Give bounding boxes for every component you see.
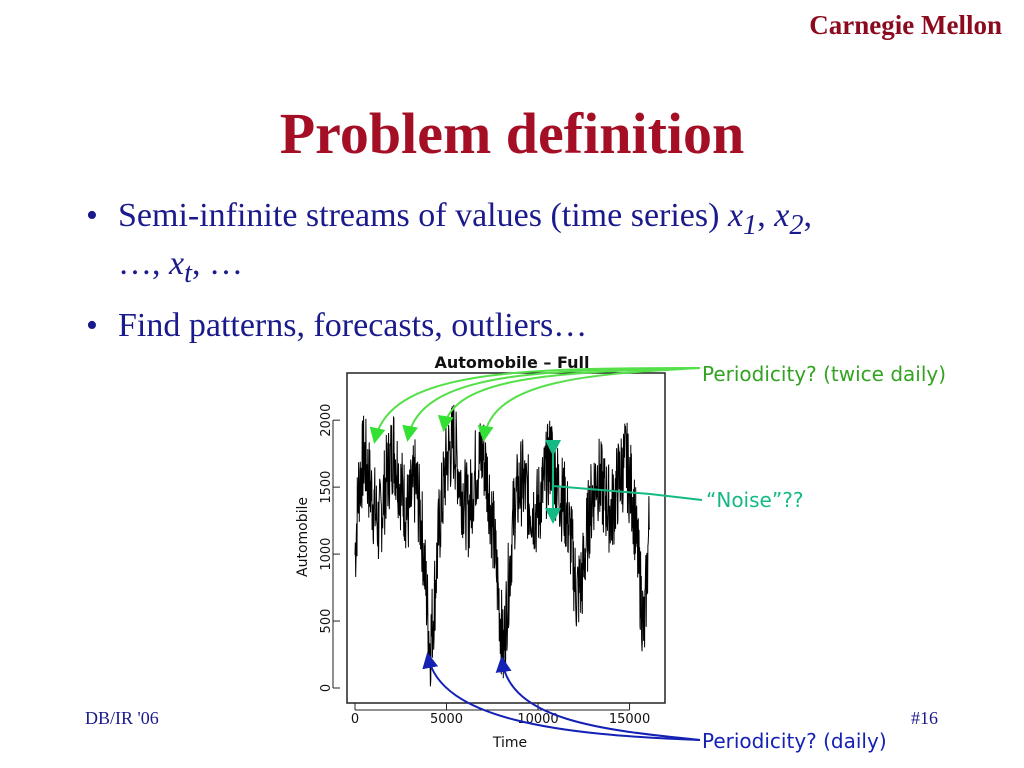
bullet-text: Find patterns, forecasts, outliers… <box>118 307 588 345</box>
y-tick-label: 1500 <box>319 471 334 504</box>
noise-marker <box>545 440 703 524</box>
callout-periodicity-daily: Periodicity? (daily) <box>702 729 887 753</box>
slide-title: Problem definition <box>279 101 745 166</box>
y-tick-label: 0 <box>319 684 334 692</box>
green-arrows <box>369 367 701 444</box>
math-ellipsis-end: , … <box>191 245 243 283</box>
math-sub-t: t <box>184 258 192 289</box>
y-tick-label: 500 <box>319 609 334 634</box>
callout-periodicity-twice-daily: Periodicity? (twice daily) <box>702 362 947 386</box>
arrow-trough-1 <box>422 652 701 741</box>
y-tick-label: 2000 <box>319 404 334 437</box>
footer-slide-number: #16 <box>911 708 938 728</box>
callout-noise: “Noise”?? <box>706 488 804 512</box>
arrow-peak-2 <box>402 367 701 442</box>
bullet-dot: • <box>86 307 98 345</box>
arrow-peak-3 <box>437 367 701 432</box>
x-tick-label: 15000 <box>609 712 650 727</box>
bullet-dot: • <box>86 197 98 234</box>
series-line-0 <box>354 404 650 687</box>
arrow-trough-2 <box>495 656 701 741</box>
bullet-text: Semi-infinite streams of values (time se… <box>118 197 728 234</box>
arrow-peak-4 <box>477 367 701 442</box>
math-sub-1: 1 <box>743 209 758 241</box>
math-x: x <box>774 197 790 234</box>
bullet-item-patterns: • Find patterns, forecasts, outliers… <box>82 305 982 348</box>
noise-leader-line <box>552 485 703 501</box>
y-tick-label: 1000 <box>319 538 334 571</box>
footer-course: DB/IR '06 <box>85 708 159 728</box>
series-group <box>354 404 650 687</box>
math-x: x <box>169 245 185 283</box>
math-x: x <box>727 197 744 234</box>
chart-title: Automobile – Full <box>435 353 590 372</box>
x-axis: 0 5000 10000 15000 <box>351 703 650 727</box>
math-sub-2: 2 <box>789 209 804 241</box>
math-separator: , <box>757 197 775 234</box>
x-tick-label: 0 <box>351 712 359 727</box>
x-tick-label: 5000 <box>430 712 463 727</box>
blue-arrows <box>422 652 701 741</box>
y-axis-label: Automobile <box>295 497 311 577</box>
math-continuation: , <box>803 197 812 234</box>
math-ellipsis: …, <box>118 245 169 283</box>
x-axis-label: Time <box>492 735 527 751</box>
arrow-peak-1 <box>369 367 701 444</box>
y-axis: 0 500 1000 1500 2000 <box>319 404 340 692</box>
bullet-item-streams: • Semi-infinite streams of values (time … <box>82 195 982 291</box>
bullet-list: • Semi-infinite streams of values (time … <box>82 195 982 348</box>
brand-logo-text: Carnegie Mellon <box>809 10 1002 40</box>
